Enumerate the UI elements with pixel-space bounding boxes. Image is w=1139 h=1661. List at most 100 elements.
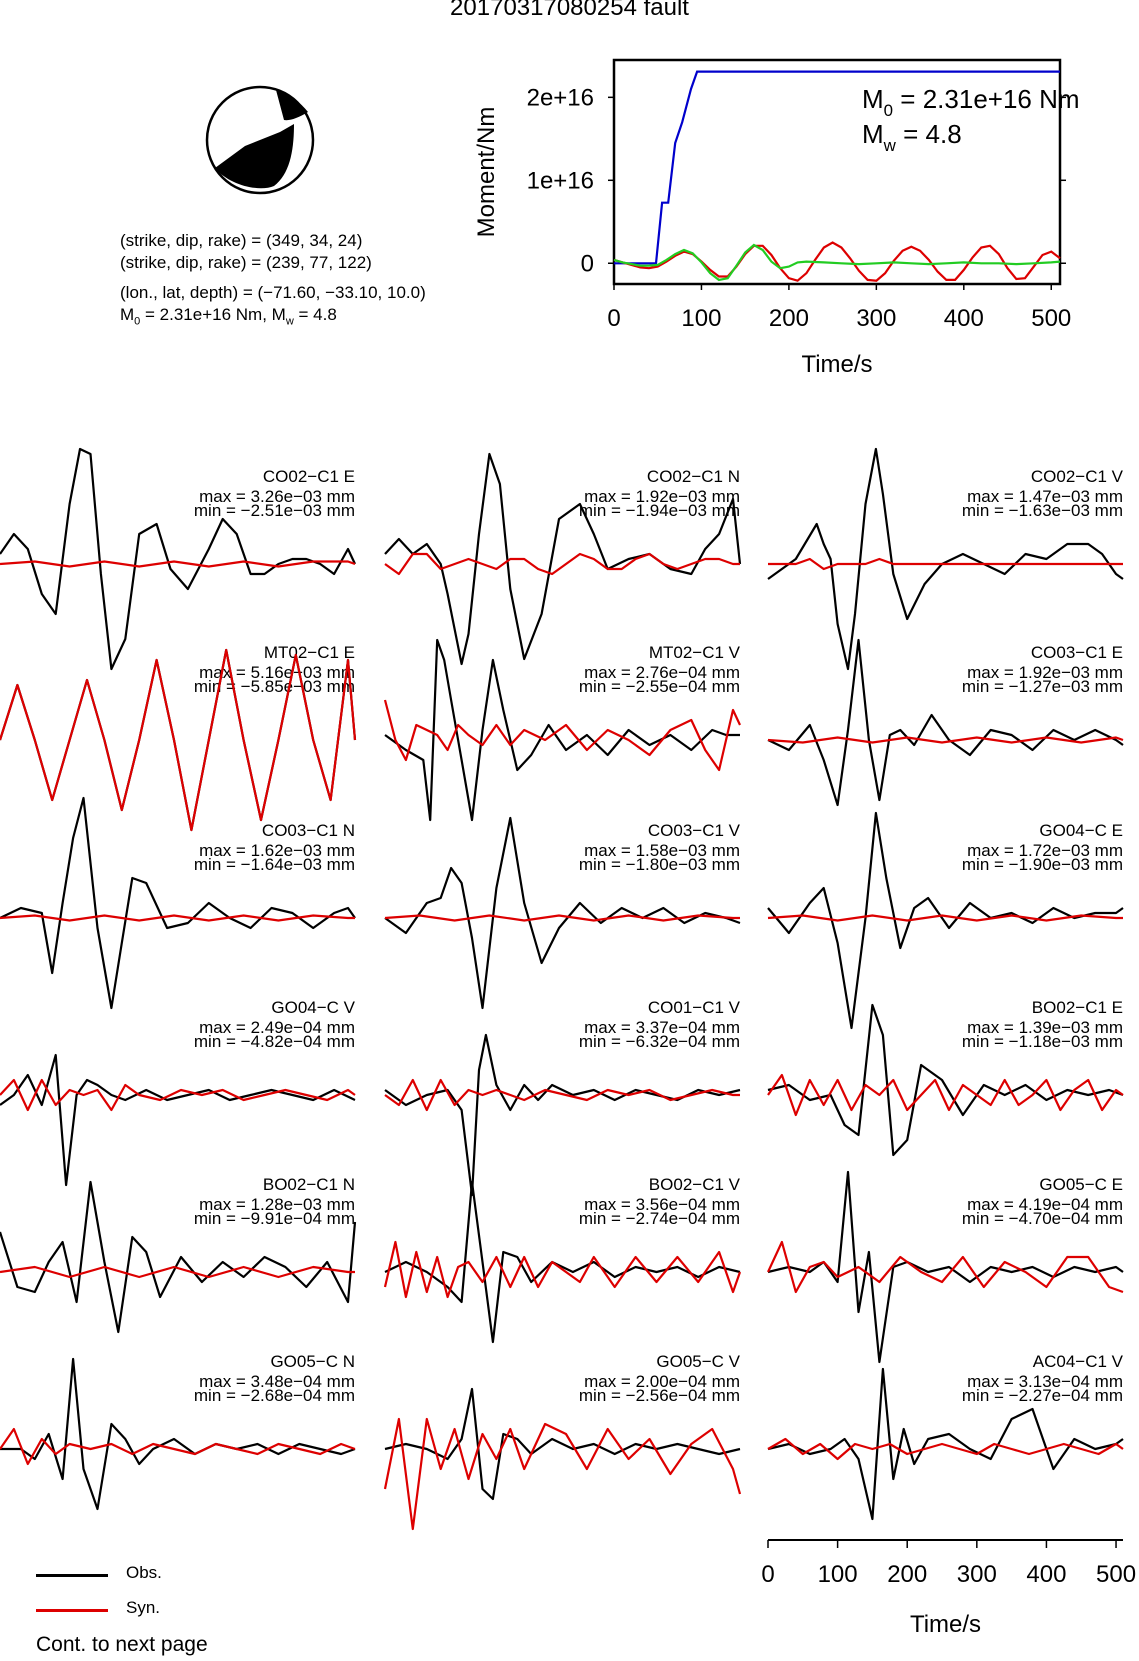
observed-trace: [767, 1003, 1124, 1157]
observed-trace: [0, 1053, 356, 1187]
min-amplitude: min = −1.94e−03 mm: [579, 501, 740, 520]
time-axis-tick-label: 400: [1026, 1561, 1066, 1588]
synthetic-trace: [383, 1417, 742, 1531]
synthetic-trace: [383, 699, 741, 772]
max-amplitude: max = 1.62e−03 mm: [199, 841, 355, 860]
max-amplitude: max = 2.49e−04 mm: [199, 1018, 355, 1037]
station-label: CO03−C1 E: [1031, 643, 1123, 662]
synthetic-trace: [0, 1427, 356, 1466]
station-label: CO03−C1 V: [648, 821, 741, 840]
synthetic-trace: [0, 914, 355, 922]
min-amplitude: min = −1.27e−03 mm: [962, 677, 1123, 696]
max-amplitude: max = 2.00e−04 mm: [584, 1372, 740, 1391]
max-amplitude: max = 3.56e−04 mm: [584, 1195, 740, 1214]
moment-x-tick-label: 500: [1031, 305, 1071, 332]
max-amplitude: max = 1.72e−03 mm: [967, 841, 1123, 860]
synthetic-trace: [0, 1078, 356, 1112]
station-label: CO03−C1 N: [262, 821, 355, 840]
moment-x-tick-label: 100: [681, 305, 721, 332]
synthetic-trace: [384, 1078, 740, 1112]
max-amplitude: max = 1.58e−03 mm: [584, 841, 740, 860]
min-amplitude: min = −1.64e−03 mm: [194, 855, 355, 874]
moment-plot-frame: [612, 58, 1062, 286]
moment-series-line-2: [613, 243, 1061, 282]
min-amplitude: min = −6.32e−04 mm: [579, 1032, 740, 1051]
time-axis-tick-label: 500: [1096, 1561, 1136, 1588]
station-label: AC04−C1 V: [1033, 1352, 1124, 1371]
mechanism-params: (strike, dip, rake) = (349, 34, 24) (str…: [120, 230, 426, 332]
time-axis-tick-label: 200: [887, 1561, 927, 1588]
max-amplitude: max = 1.28e−03 mm: [199, 1195, 355, 1214]
min-amplitude: min = −2.55e−04 mm: [579, 677, 740, 696]
moment-series-line-0: [614, 70, 1060, 265]
synthetic-trace: [767, 1073, 1124, 1117]
max-amplitude: max = 1.92e−03 mm: [584, 487, 740, 506]
observed-trace: [0, 1357, 356, 1511]
min-amplitude: min = −1.80e−03 mm: [579, 855, 740, 874]
min-amplitude: min = −2.27e−04 mm: [962, 1386, 1123, 1405]
max-amplitude: max = 3.37e−04 mm: [584, 1018, 740, 1037]
synthetic-trace: [384, 914, 740, 922]
station-label: BO02−C1 E: [1032, 998, 1123, 1017]
synthetic-trace: [0, 1265, 355, 1279]
min-amplitude: min = −9.91e−04 mm: [194, 1209, 355, 1228]
station-label: BO02−C1 V: [649, 1175, 741, 1194]
observed-trace: [0, 1180, 357, 1334]
time-axis-tick-label: 100: [818, 1561, 858, 1588]
max-amplitude: max = 3.48e−04 mm: [199, 1372, 355, 1391]
max-amplitude: max = 1.92e−03 mm: [967, 663, 1123, 682]
min-amplitude: min = −1.63e−03 mm: [962, 501, 1123, 520]
moment-x-tick-label: 200: [769, 305, 809, 332]
station-label: GO05−C V: [656, 1352, 740, 1371]
min-amplitude: min = −4.70e−04 mm: [962, 1209, 1123, 1228]
observed-trace: [767, 1170, 1124, 1364]
observed-trace: [767, 638, 1124, 807]
max-amplitude: max = 3.26e−03 mm: [199, 487, 355, 506]
legend-swatch-obs: [36, 1574, 108, 1577]
station-label: CO01−C1 V: [648, 998, 741, 1017]
station-label: CO02−C1 V: [1031, 467, 1124, 486]
observed-trace: [384, 1387, 741, 1501]
mechanism-line-3: (lon., lat, depth) = (−71.60, −33.10, 10…: [120, 283, 426, 302]
time-axis-label: Time/s: [910, 1611, 981, 1638]
station-label: GO05−C E: [1039, 1175, 1123, 1194]
min-amplitude: min = −2.56e−04 mm: [579, 1386, 740, 1405]
observed-trace: [384, 1033, 741, 1197]
moment-y-axis-label: Moment/Nm: [473, 107, 500, 238]
mechanism-line-4: M0 = 2.31e+16 Nm, Mw = 4.8: [120, 305, 337, 328]
synthetic-trace: [768, 557, 1123, 571]
station-label: GO05−C N: [270, 1352, 355, 1371]
station-label: CO02−C1 E: [263, 467, 355, 486]
moment-rate-chart: 0 100 200 300 400 500 0 1e+16 2e+16 Time/s Moment/…: [473, 58, 1080, 378]
station-label: GO04−C E: [1039, 821, 1123, 840]
time-axis-tick-label: 0: [761, 1561, 774, 1588]
synthetic-trace: [0, 648, 357, 832]
moment-y-tick-label: 1e+16: [527, 167, 594, 194]
min-amplitude: min = −2.74e−04 mm: [579, 1209, 740, 1228]
observed-trace: [384, 1180, 741, 1344]
page-title: 20170317080254 fault: [450, 0, 689, 21]
beachball-icon: [205, 85, 315, 195]
station-label: MT02−C1 E: [264, 643, 355, 662]
max-amplitude: max = 1.39e−03 mm: [967, 1018, 1123, 1037]
max-amplitude: max = 4.19e−04 mm: [967, 1195, 1123, 1214]
synthetic-trace: [767, 1240, 1124, 1294]
observed-trace: [767, 1367, 1124, 1521]
legend-label-obs: Obs.: [126, 1563, 162, 1582]
